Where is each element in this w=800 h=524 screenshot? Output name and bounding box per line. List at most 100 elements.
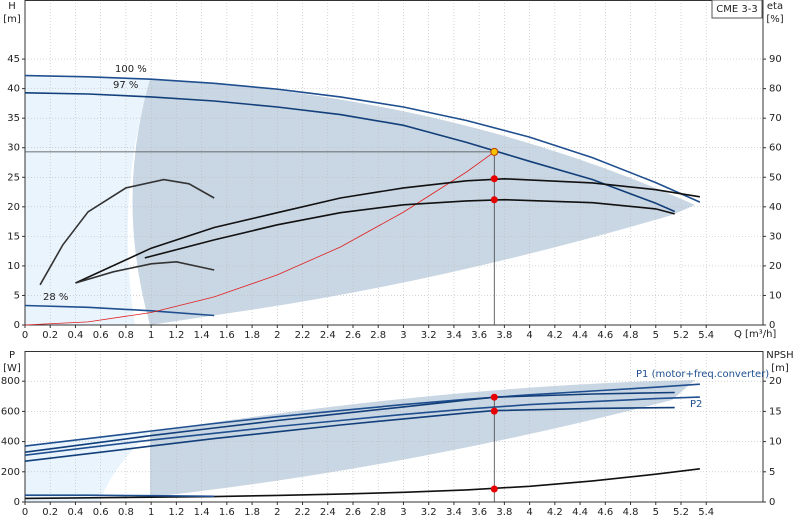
duty-point [490,147,499,156]
y-tick-label: 10 [7,261,20,272]
y2-tick-label: 60 [769,143,782,154]
y-tick-label: 0 [14,320,20,331]
x-tick-label: 0.4 [68,330,84,341]
x-tick-label: 4.4 [572,507,588,518]
x-tick-label: 1 [148,330,154,341]
x-tick-label: 5 [653,507,659,518]
plot-frame [24,351,764,503]
y-label: H [8,1,16,12]
x-tick-label: 3.2 [421,330,437,341]
series-line [24,151,495,326]
x-tick-label: 4 [526,330,532,341]
y-tick-label: 800 [1,376,20,387]
y-unit: [m] [3,14,21,25]
x-tick-label: 0 [22,507,28,518]
x-tick-label: 4.6 [597,507,613,518]
series-line [25,494,215,498]
y-tick-label: 200 [1,467,20,478]
x-tick-label: 0.6 [93,330,109,341]
x-tick-label: 2.2 [295,507,311,518]
x-tick-label: 0.2 [42,330,58,341]
x-tick-label: 1.2 [168,507,184,518]
y2-unit: [%] [766,14,783,25]
x-tick-label: 5.4 [698,507,714,518]
series-line [75,177,701,284]
x-tick-label: 2.4 [320,507,336,518]
y-tick-label: 40 [7,84,20,95]
x-tick-label: 1 [148,507,154,518]
x-tick-label: 1.4 [194,507,210,518]
y2-tick-label: 90 [769,54,782,65]
x-tick-label: 1.6 [219,330,235,341]
series-label: 100 % [115,64,147,75]
x-tick-label: 2.6 [345,330,361,341]
y-tick-label: 20 [7,202,20,213]
y2-tick-label: 20 [769,261,782,272]
x-tick-label: 5 [653,330,659,341]
x-tick-label: 0.4 [68,507,84,518]
duty-point [490,407,498,415]
x-tick-label: 0 [22,330,28,341]
series-line [24,304,215,317]
x-tick-label: 4.8 [623,507,639,518]
y2-tick-label: 70 [769,113,782,124]
x-tick-label: 0.8 [118,330,134,341]
y2-tick-label: 10 [769,437,782,448]
y2-label: eta [767,1,783,12]
plot-frame [24,0,764,326]
y2-tick-label: 5 [769,467,775,478]
x-tick-label: 2 [274,507,280,518]
duty-point [490,196,498,204]
x-tick-label: 2.4 [320,330,336,341]
x-tick-label: 5.4 [698,330,714,341]
y2-tick-label: 10 [769,290,782,301]
x-tick-label: 1.8 [244,507,260,518]
x-tick-label: 3.4 [446,507,462,518]
series-line [24,406,675,462]
y-tick-label: 600 [1,406,20,417]
series-label: P1 (motor+freq.converter) [636,369,769,380]
x-tick-label: 3.8 [496,330,512,341]
x-tick-label: 4.8 [623,330,639,341]
y-tick-label: 25 [7,172,20,183]
x-tick-label: 0.2 [42,507,58,518]
x-label: Q [m³/h] [734,329,776,340]
x-tick-label: 2.8 [370,330,386,341]
x-tick-label: 0.6 [93,507,109,518]
chart-title: CME 3-3 [716,4,757,15]
x-tick-label: 3.8 [496,507,512,518]
title-box [711,0,763,19]
y2-tick-label: 50 [769,172,782,183]
x-tick-label: 2.2 [295,330,311,341]
x-tick-label: 4.2 [547,507,563,518]
y2-tick-label: 0 [769,497,775,508]
series-label: P2 [690,399,702,410]
series-line [24,391,675,453]
x-tick-label: 4.6 [597,330,613,341]
x-tick-label: 4 [526,507,532,518]
y-unit: [W] [3,363,21,374]
x-tick-label: 1.4 [194,330,210,341]
range-shade [132,79,695,325]
series-line [24,74,701,203]
y-tick-label: 15 [7,231,20,242]
duty-point [490,175,498,183]
y2-unit: [m] [771,363,789,374]
x-tick-label: 5.2 [673,507,689,518]
range-shade [25,77,150,325]
x-tick-label: 5.2 [673,330,689,341]
x-tick-label: 4.2 [547,330,563,341]
x-tick-label: 0.8 [118,507,134,518]
x-tick-label: 1.2 [168,330,184,341]
y2-tick-label: 15 [769,406,782,417]
y-tick-label: 0 [14,497,20,508]
x-tick-label: 1.8 [244,330,260,341]
x-tick-label: 3.6 [471,330,487,341]
duty-point [490,393,498,401]
series-line [39,178,215,286]
x-tick-label: 4.4 [572,330,588,341]
y-tick-label: 400 [1,437,20,448]
y-tick-label: 35 [7,113,20,124]
